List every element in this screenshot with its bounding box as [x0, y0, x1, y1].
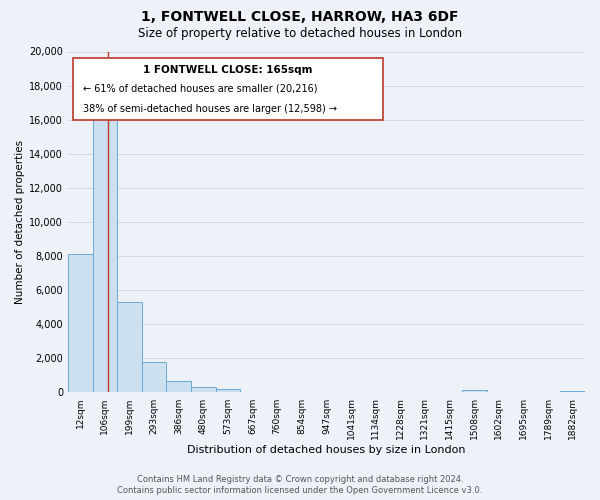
Y-axis label: Number of detached properties: Number of detached properties [15, 140, 25, 304]
Bar [462, 390, 487, 392]
Text: 1 FONTWELL CLOSE: 165sqm: 1 FONTWELL CLOSE: 165sqm [143, 65, 313, 75]
Bar [92, 110, 117, 393]
Bar [215, 389, 240, 392]
Bar [117, 302, 142, 392]
Text: 1, FONTWELL CLOSE, HARROW, HA3 6DF: 1, FONTWELL CLOSE, HARROW, HA3 6DF [141, 10, 459, 24]
X-axis label: Distribution of detached houses by size in London: Distribution of detached houses by size … [187, 445, 466, 455]
Bar [191, 388, 215, 392]
Bar [142, 362, 166, 392]
Bar [68, 254, 92, 392]
Bar [166, 380, 191, 392]
Text: Contains public sector information licensed under the Open Government Licence v3: Contains public sector information licen… [118, 486, 482, 495]
Text: Size of property relative to detached houses in London: Size of property relative to detached ho… [138, 28, 462, 40]
Text: 38% of semi-detached houses are larger (12,598) →: 38% of semi-detached houses are larger (… [83, 104, 337, 115]
FancyBboxPatch shape [73, 58, 383, 120]
Text: ← 61% of detached houses are smaller (20,216): ← 61% of detached houses are smaller (20… [83, 84, 318, 94]
Text: Contains HM Land Registry data © Crown copyright and database right 2024.: Contains HM Land Registry data © Crown c… [137, 475, 463, 484]
Bar [560, 391, 585, 392]
